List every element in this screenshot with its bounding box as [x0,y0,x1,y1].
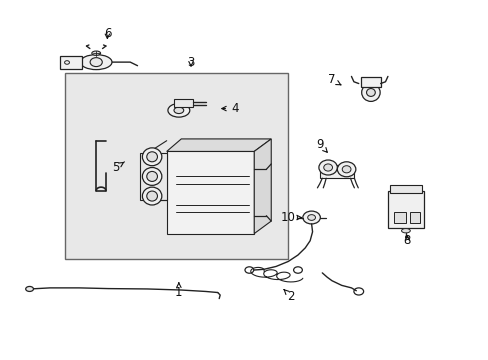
Ellipse shape [90,58,102,67]
Ellipse shape [174,107,183,113]
Ellipse shape [401,229,409,233]
Text: 4: 4 [222,102,238,115]
Text: 10: 10 [280,211,301,224]
Text: 8: 8 [403,234,410,247]
Ellipse shape [142,187,162,205]
Bar [174,99,193,107]
Ellipse shape [146,191,157,201]
Polygon shape [254,139,271,234]
Bar [140,153,166,200]
Ellipse shape [26,287,33,292]
Ellipse shape [337,162,355,177]
Bar [409,212,419,223]
Polygon shape [166,139,271,152]
Ellipse shape [146,152,157,162]
Ellipse shape [146,171,157,181]
Text: 7: 7 [327,73,341,86]
Text: 3: 3 [187,55,194,69]
Text: 2: 2 [284,289,294,303]
Ellipse shape [142,167,162,185]
Ellipse shape [92,51,101,55]
Ellipse shape [342,166,350,173]
Ellipse shape [307,215,315,220]
Ellipse shape [80,55,112,69]
Bar [361,77,380,87]
Bar [387,191,424,228]
Ellipse shape [366,89,374,96]
Bar [319,165,353,178]
Ellipse shape [318,160,337,175]
Text: 9: 9 [315,138,326,152]
Ellipse shape [142,148,162,166]
Bar [64,73,287,258]
Text: 1: 1 [175,283,182,299]
Polygon shape [166,152,254,234]
Ellipse shape [361,84,379,102]
Text: 6: 6 [103,27,111,40]
Bar [389,185,421,193]
Ellipse shape [323,164,332,171]
Bar [393,212,406,223]
Ellipse shape [302,211,320,224]
Bar [60,56,81,69]
Ellipse shape [167,104,189,117]
Text: 5: 5 [112,161,124,174]
